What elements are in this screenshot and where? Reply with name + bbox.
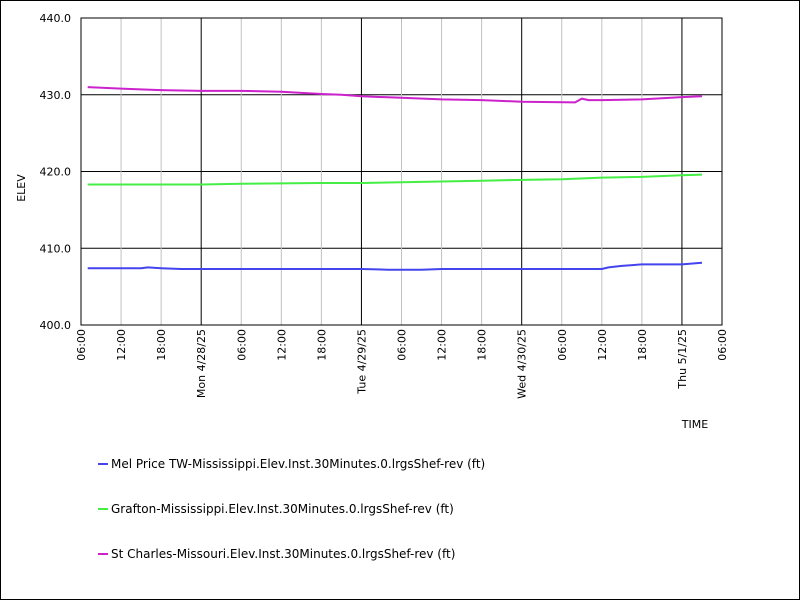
y-tick-label: 440.0 [40, 12, 72, 25]
x-tick-label: 12:00 [596, 329, 609, 361]
y-tick-labels: 400.0 410.0 420.0 430.0 440.0 [40, 12, 72, 332]
x-axis-title: TIME [681, 418, 708, 431]
y-tick-label: 430.0 [40, 89, 72, 102]
series-line-1 [87, 261, 703, 271]
legend-label-2: Grafton-Mississippi.Elev.Inst.30Minutes.… [111, 502, 454, 516]
x-tick-label: 06:00 [556, 329, 569, 361]
plot-border [80, 17, 723, 326]
x-tick-label: 12:00 [275, 329, 288, 361]
x-tick-label: 18:00 [155, 329, 168, 361]
x-tick-label: 18:00 [315, 329, 328, 361]
legend-label-1: Mel Price TW-Mississippi.Elev.Inst.30Min… [111, 457, 485, 471]
grid [81, 18, 722, 325]
y-tick-label: 410.0 [40, 242, 72, 255]
x-tick-label: 12:00 [436, 329, 449, 361]
y-axis-title: ELEV [15, 174, 28, 202]
x-tick-label: Tue 4/29/25 [355, 329, 368, 395]
legend-label-3: St Charles-Missouri.Elev.Inst.30Minutes.… [111, 547, 455, 561]
x-tick-label: Wed 4/30/25 [516, 329, 529, 399]
y-tick-label: 400.0 [40, 319, 72, 332]
x-tick-label: 18:00 [476, 329, 489, 361]
x-tick-label: 12:00 [115, 329, 128, 361]
x-tick-label: 06:00 [396, 329, 409, 361]
x-tick-label: Mon 4/28/25 [195, 329, 208, 398]
series-line-3 [87, 86, 703, 104]
legend: Mel Price TW-Mississippi.Elev.Inst.30Min… [98, 457, 485, 561]
x-tick-label: 18:00 [636, 329, 649, 361]
series-line-2 [87, 173, 703, 186]
x-tick-label: Thu 5/1/25 [676, 329, 689, 390]
y-tick-label: 420.0 [40, 166, 72, 179]
x-tick-labels: 06:00 12:00 18:00 Mon 4/28/25 06:00 12:00 18:0… [75, 329, 729, 399]
x-tick-label: 06:00 [716, 329, 729, 361]
x-tick-label: 06:00 [75, 329, 88, 361]
x-tick-label: 06:00 [235, 329, 248, 361]
series-layer [87, 86, 703, 271]
